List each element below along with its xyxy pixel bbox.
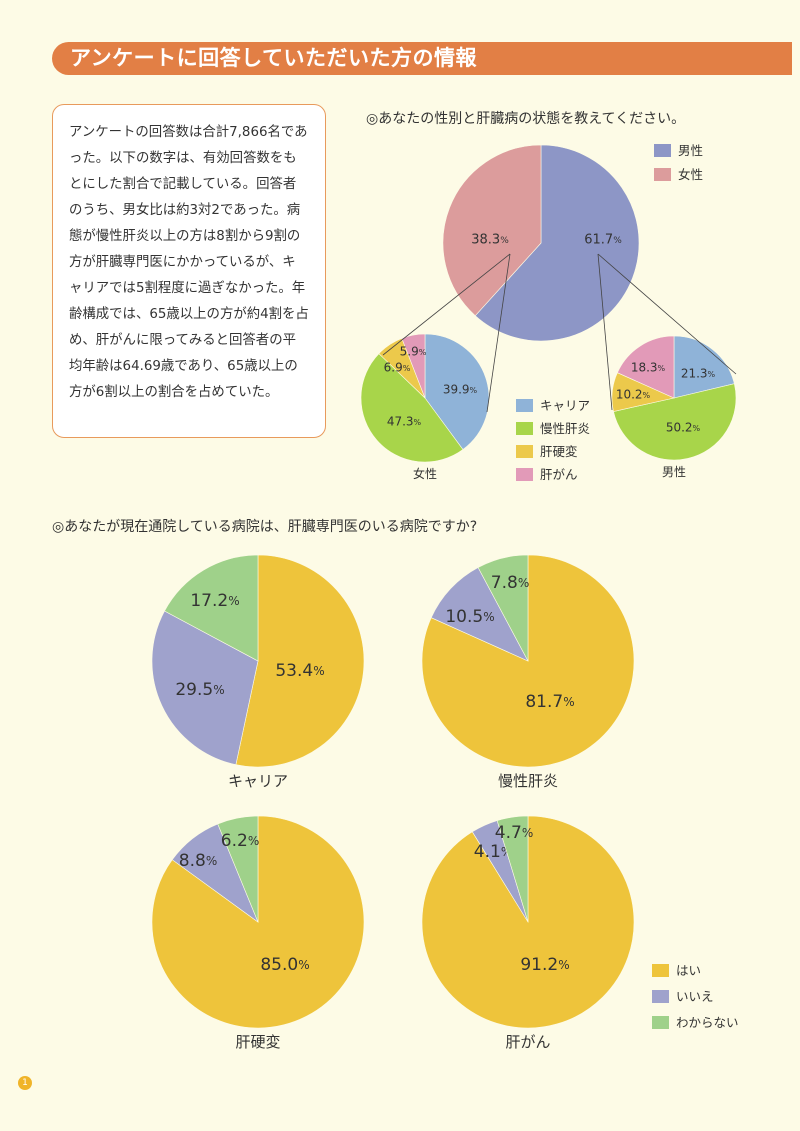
pie-carrier-label-1: 29.5% [175,680,224,700]
legend-condition-label-2: 肝硬変 [540,444,578,459]
legend-condition-swatch-0 [516,399,533,412]
pie-carrier-slice-2 [164,554,259,662]
pie-cancer-label-0: 91.2% [520,955,569,975]
legend-condition-label-3: 肝がん [540,467,578,482]
pie-cancer-title: 肝がん [505,1033,550,1051]
pie-chart-carrier: 53.4% 29.5% 17.2% キャリア [151,554,365,790]
pie-chronic-label-2: 7.8% [491,573,529,593]
connector-female-left [382,253,511,356]
pie-male-label-0: 21.3% [681,367,716,381]
pie-cirrhosis-label-0: 85.0% [260,955,309,975]
pie-male-slice-1 [613,383,737,461]
legend-condition-swatch-2 [516,445,533,458]
pie-chart-cancer: 91.2%4.1%4.7%肝がん [421,815,635,1051]
page-title: アンケートに回答していただいた方の情報 [52,42,792,75]
connector-female-right [486,253,511,413]
pie-female-slice-1 [360,353,464,463]
legend-gender-label-0: 男性 [678,143,703,158]
legend-gender-swatch-0 [654,144,671,157]
legend-gender-label-1: 女性 [678,167,703,182]
pie-gender-label-1: 38.3% [471,233,509,248]
pie-female-title: 女性 [413,466,437,481]
pie-carrier-label-2: 17.2% [190,591,239,611]
pie-male-slice-0 [673,335,735,399]
pie-gender-slice-1 [442,144,542,317]
pie-gender-slice-0 [474,144,640,342]
question-gender: ◎あなたの性別と肝臓病の状態を教えてください。 [366,111,686,127]
summary-text: アンケートの回答数は合計7,866名であった。以下の数字は、有効回答数をもとにし… [69,125,309,400]
pie-chronic-label-1: 10.5% [445,607,494,627]
question-specialist: ◎あなたが現在通院している病院は、肝臓専門医のいる病院ですか? [52,519,478,535]
pie-cirrhosis-label-1: 8.8% [179,851,217,871]
pie-cirrhosis-label-2: 6.2% [221,831,259,851]
pie-gender-label-0: 61.7% [584,233,622,248]
legend-answer-label-0: はい [676,963,701,978]
connector-lines [382,253,737,413]
legend-condition-swatch-3 [516,468,533,481]
pie-female-slice-0 [424,333,490,450]
legend-answer-swatch-1 [652,990,669,1003]
pie-cancer-label-2: 4.7% [495,823,533,843]
page-number: 1 [18,1076,32,1090]
legend-answer-label-2: わからない [676,1015,739,1030]
legend-answer-swatch-0 [652,964,669,977]
summary-box: アンケートの回答数は合計7,866名であった。以下の数字は、有効回答数をもとにし… [52,104,326,438]
legend-answer-swatch-2 [652,1016,669,1029]
pie-male-label-2: 10.2% [616,388,651,402]
pie-female-label-2: 6.9% [384,361,411,375]
pie-chronic-title: 慢性肝炎 [498,772,558,790]
pie-female-label-1: 47.3% [387,415,422,429]
pie-female-label-0: 39.9% [443,383,478,397]
connector-male-left [597,253,613,411]
pie-chronic-label-0: 81.7% [525,692,574,712]
pie-chart-gender: 61.7% 38.3% [442,144,640,342]
legend-condition-label-1: 慢性肝炎 [540,421,590,436]
pie-chart-male: 21.3% 50.2% 10.2% 18.3% 男性 [611,335,737,479]
pie-chart-cirrhosis: 85.0% 8.8%6.2% 肝硬変 [151,815,365,1051]
pie-carrier-slice-1 [151,610,259,766]
pie-male-title: 男性 [662,465,686,479]
legend-gender-swatch-1 [654,168,671,181]
pie-male-slice-3 [617,335,675,399]
pie-cirrhosis-title: 肝硬変 [235,1033,280,1051]
pie-chronic-slice-1 [430,567,529,662]
pie-chronic-slice-2 [477,554,529,662]
legend-answer-label-1: いいえ [676,989,714,1004]
legend-condition-swatch-1 [516,422,533,435]
pie-carrier-title: キャリア [228,772,288,790]
pie-female-slice-3 [401,333,426,399]
pie-chart-chronic: 81.7% 10.5% 7.8% 慢性肝炎 [421,554,635,790]
pie-carrier-slice-0 [235,554,365,768]
pie-cirrhosis-slice-2 [217,815,259,923]
pie-carrier-label-0: 53.4% [275,661,324,681]
pie-male-label-1: 50.2% [666,421,701,435]
legend-condition-label-0: キャリア [540,398,590,413]
pie-cancer-slice-2 [496,815,529,923]
connector-male-right [597,253,737,375]
pie-male-label-3: 18.3% [631,361,666,375]
pie-female-label-3: 5.9% [400,345,427,359]
pie-chart-female: 39.9% 47.3% 6.9% 5.9% 女性 [360,333,490,481]
